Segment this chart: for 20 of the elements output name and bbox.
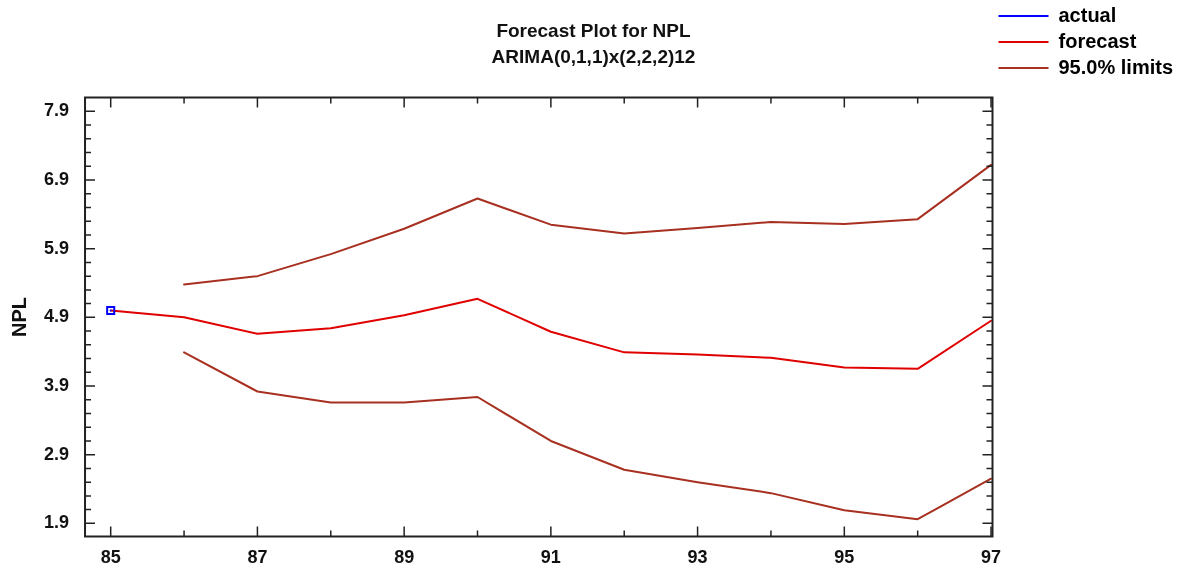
y-tick-label: 6.9 bbox=[43, 168, 70, 189]
x-tick-label: 89 bbox=[394, 547, 415, 568]
x-tick-label: 95 bbox=[834, 547, 855, 568]
y-tick-label: 3.9 bbox=[43, 374, 70, 395]
y-tick-label: 4.9 bbox=[43, 306, 70, 327]
legend-label: actual bbox=[1058, 3, 1117, 26]
x-tick-label: 91 bbox=[540, 547, 561, 568]
y-tick-label: 5.9 bbox=[43, 237, 70, 258]
y-tick-label: 7.9 bbox=[43, 100, 70, 121]
x-tick-label: 97 bbox=[981, 547, 1002, 568]
legend-label: 95.0% limits bbox=[1058, 55, 1174, 78]
x-tick-label: 87 bbox=[247, 547, 268, 568]
y-tick-label: 1.9 bbox=[43, 512, 70, 533]
y-axis-title: NPL bbox=[7, 297, 30, 337]
chart-title: Forecast Plot for NPL bbox=[496, 19, 692, 41]
y-tick-label: 2.9 bbox=[43, 443, 70, 464]
chart-subtitle: ARIMA(0,1,1)x(2,2,2)12 bbox=[491, 46, 696, 68]
x-tick-label: 93 bbox=[687, 547, 708, 568]
legend-label: forecast bbox=[1058, 29, 1137, 52]
x-tick-label: 85 bbox=[100, 547, 121, 568]
